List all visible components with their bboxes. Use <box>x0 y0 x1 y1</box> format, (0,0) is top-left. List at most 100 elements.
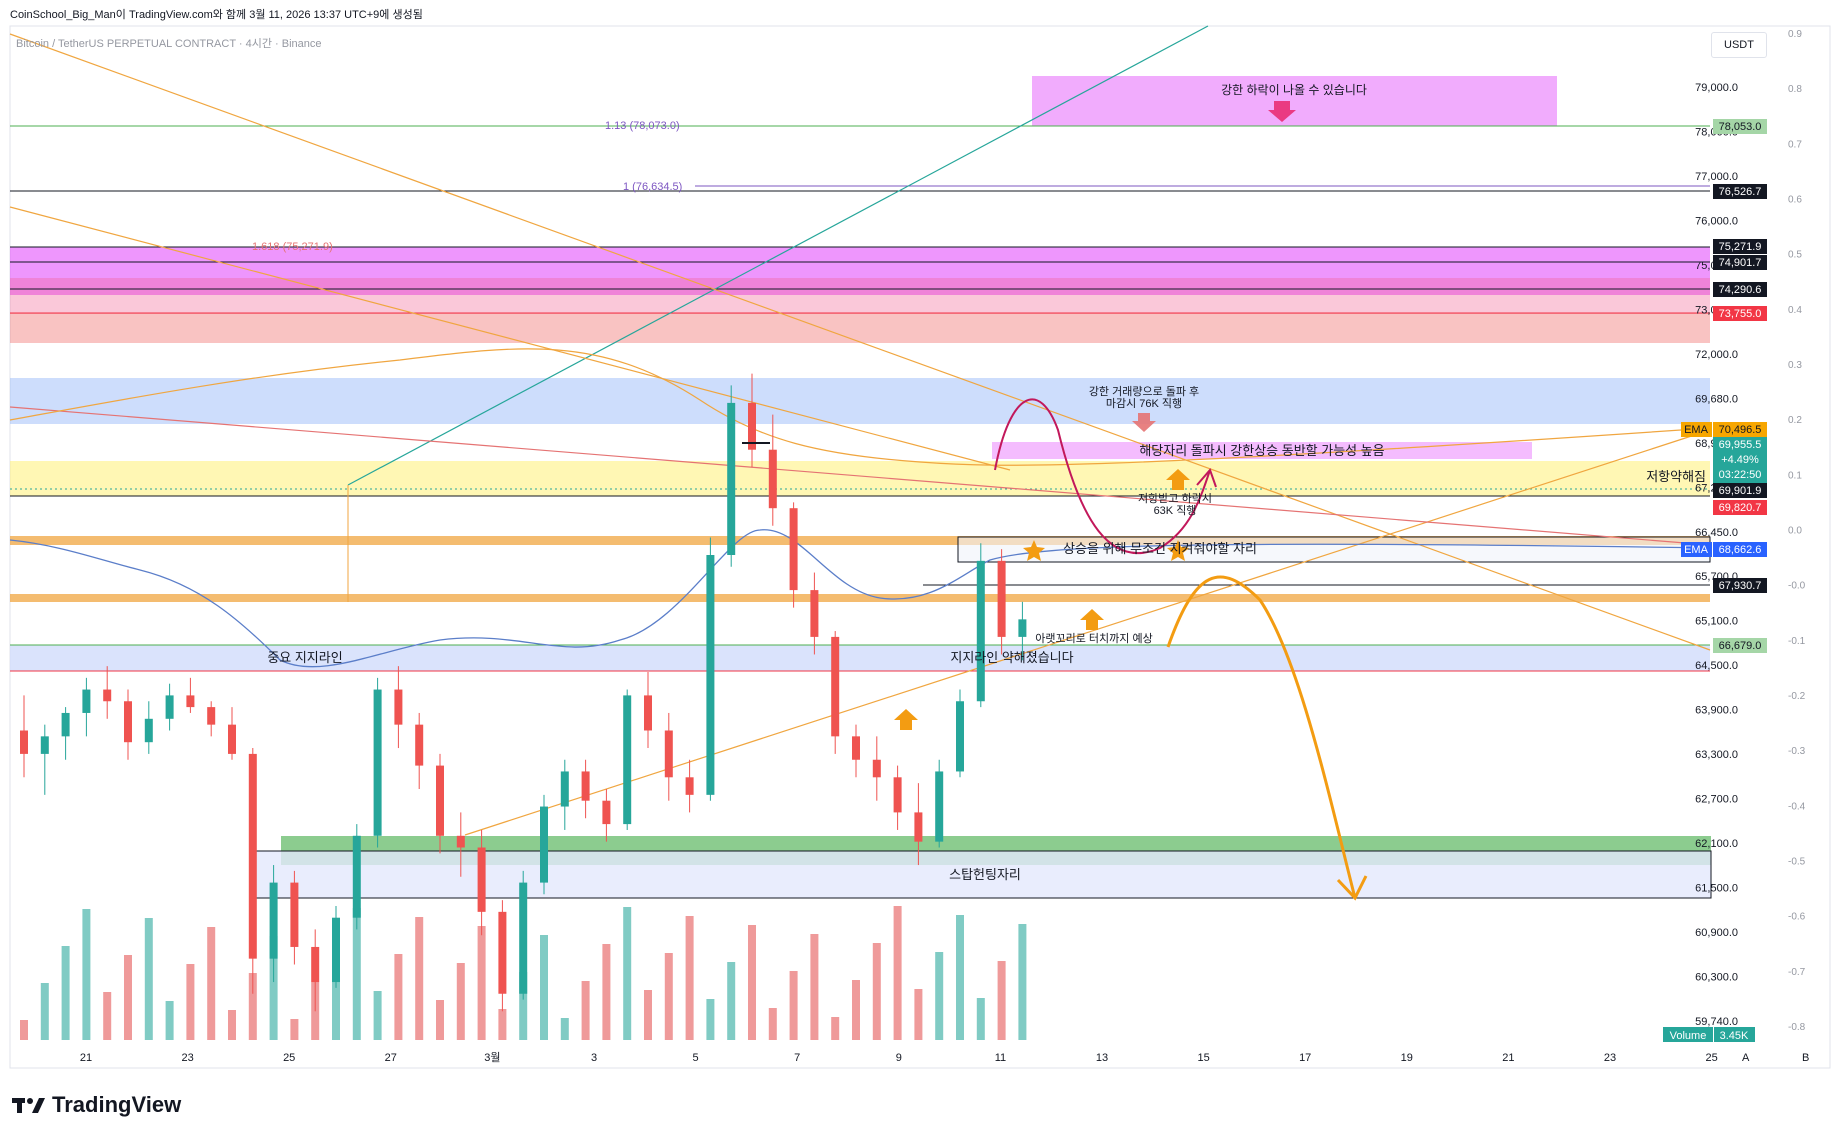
price-tick-label: 61,500.0 <box>1695 883 1738 895</box>
currency-button[interactable]: USDT <box>1711 32 1767 58</box>
volume-bar <box>290 1019 299 1040</box>
volume-bar <box>997 961 1006 1040</box>
volume-bar <box>706 999 715 1040</box>
annotation-rejected-drop: 저항받고 하락시 <box>1138 491 1212 505</box>
volume-bar <box>82 909 91 1040</box>
volume-bar <box>456 963 465 1040</box>
price-tag-value: 70,496.5 <box>1719 424 1762 436</box>
svg-text:Volume: Volume <box>1670 1030 1707 1042</box>
time-tick-label: 13 <box>1096 1052 1108 1064</box>
volume-bar <box>103 992 112 1040</box>
indicator-tick-label: 0.0 <box>1788 526 1802 537</box>
volume-bar <box>519 972 528 1040</box>
candle-body <box>831 636 840 737</box>
volume-bar <box>644 990 652 1040</box>
volume-bar <box>748 925 756 1040</box>
volume-bar <box>436 1000 444 1040</box>
volume-bars <box>20 906 1027 1040</box>
volume-bar <box>1018 924 1027 1040</box>
resistance-zone-blue <box>10 378 1710 424</box>
price-tick-label: 63,900.0 <box>1695 705 1738 717</box>
annotation-support-weakened: 지지라인 약해졌습니다 <box>950 650 1073 665</box>
symbol-title[interactable]: Bitcoin / TetherUS PERPETUAL CONTRACT · … <box>16 38 322 50</box>
time-tick-label: 11 <box>995 1052 1006 1064</box>
upper-target-box <box>1032 76 1557 126</box>
price-tag-value: 75,271.9 <box>1719 241 1762 253</box>
scale-button-b[interactable]: B <box>1802 1052 1809 1064</box>
volume-bar <box>61 946 70 1040</box>
volume-bar <box>394 954 403 1040</box>
annotation-wick-touch: 아랫꼬리로 터치까지 예상 <box>1035 632 1152 645</box>
candle-body <box>976 560 985 702</box>
level-lines <box>10 125 1710 852</box>
time-tick-label: 3월 <box>484 1051 500 1064</box>
indicator-tick-label: 0.3 <box>1788 360 1802 371</box>
down-arrow-icon <box>1132 413 1156 432</box>
price-tick-label: 79,000.0 <box>1695 82 1738 94</box>
indicator-tick-label: 0.8 <box>1788 84 1802 95</box>
volume-bar <box>976 998 985 1040</box>
tradingview-logo-icon <box>12 1098 45 1113</box>
fib-label-113: 1.13 (78,073.0) <box>605 120 680 132</box>
candle-body <box>20 730 28 754</box>
candle-body <box>852 736 860 760</box>
volume-label: Volume 3.45K <box>1663 1027 1755 1042</box>
volume-bar <box>207 927 216 1040</box>
candle-body <box>498 911 507 994</box>
candle-body <box>124 701 132 743</box>
volume-bar <box>768 1008 777 1040</box>
markers <box>742 101 1296 730</box>
price-tag <box>1713 422 1767 437</box>
candle-body <box>248 753 257 959</box>
candle-body <box>602 800 611 825</box>
orange-forecast-path <box>1166 575 1357 899</box>
candle-body <box>394 689 403 725</box>
annotation-stop-hunt: 스탑헌팅자리 <box>949 867 1021 882</box>
volume-bar <box>727 962 736 1040</box>
support-zone-lightblue <box>10 645 1710 671</box>
price-tick-label: 72,000.0 <box>1695 349 1738 361</box>
time-tick-label: 21 <box>1502 1052 1514 1064</box>
scale-button-a[interactable]: A <box>1742 1052 1750 1064</box>
price-tick-label: 76,000.0 <box>1695 215 1738 227</box>
annotation-resistance-weak: 저항약해짐 <box>1646 469 1706 484</box>
forecast-paths <box>994 398 1368 901</box>
price-tag <box>1713 542 1767 557</box>
indicator-tick-label: 0.4 <box>1788 305 1802 316</box>
resistance-zone-red <box>10 313 1710 343</box>
candle-body <box>477 847 486 912</box>
price-tick-label: 77,000.0 <box>1695 171 1738 183</box>
breakout-box <box>992 442 1532 459</box>
candle-body <box>914 812 923 842</box>
candle-body <box>893 777 902 813</box>
candle-body <box>40 736 49 754</box>
indicator-tick-label: -0.8 <box>1788 1022 1806 1033</box>
volume-bar <box>144 918 153 1040</box>
price-tick-label: 63,300.0 <box>1695 749 1738 761</box>
ema-tag-label: EMA <box>1684 424 1709 436</box>
indicator-axis[interactable]: 0.9 0.8 0.7 0.6 0.5 0.4 0.3 0.2 0.1 0.0 -0.0 -0.1 -0… <box>1788 29 1806 1033</box>
time-tick-label: 5 <box>693 1052 699 1064</box>
price-tick-label: 64,500.0 <box>1695 660 1738 672</box>
price-tag-value: 69,901.9 <box>1719 485 1762 497</box>
time-axis[interactable]: 21 23 25 27 3월 3 5 7 9 11 13 15 17 19 21 23 25 <box>80 1051 1718 1064</box>
price-tag-value: 74,901.7 <box>1719 257 1762 269</box>
time-tick-label: 25 <box>1705 1052 1717 1064</box>
annotation-must-hold: 상승을 위해 무조건 지켜줘야할 자리 <box>1063 541 1257 556</box>
price-tag-value: 69,820.7 <box>1719 502 1762 514</box>
candle-body <box>810 590 819 637</box>
annotation-key-support: 중요 지지라인 <box>267 650 342 665</box>
volume-bar <box>20 1020 28 1040</box>
orange-forecast-arrowhead <box>1336 875 1368 901</box>
hold-zone-box <box>957 536 1711 563</box>
volume-bar <box>872 943 881 1040</box>
price-tags: 78,053.0 76,526.7 75,271.9 74,901.7 74,290.6… <box>1681 119 1767 653</box>
candle-body <box>332 917 340 983</box>
price-tag-value: 74,290.6 <box>1719 284 1762 296</box>
tradingview-logo[interactable]: TradingView <box>12 1092 181 1118</box>
price-axis[interactable]: 79,000.078,000.077,000.076,000.075,000.0… <box>1695 82 1738 1028</box>
candle-body <box>581 771 590 801</box>
time-tick-label: 27 <box>385 1052 397 1064</box>
time-tick-label: 7 <box>794 1052 800 1064</box>
